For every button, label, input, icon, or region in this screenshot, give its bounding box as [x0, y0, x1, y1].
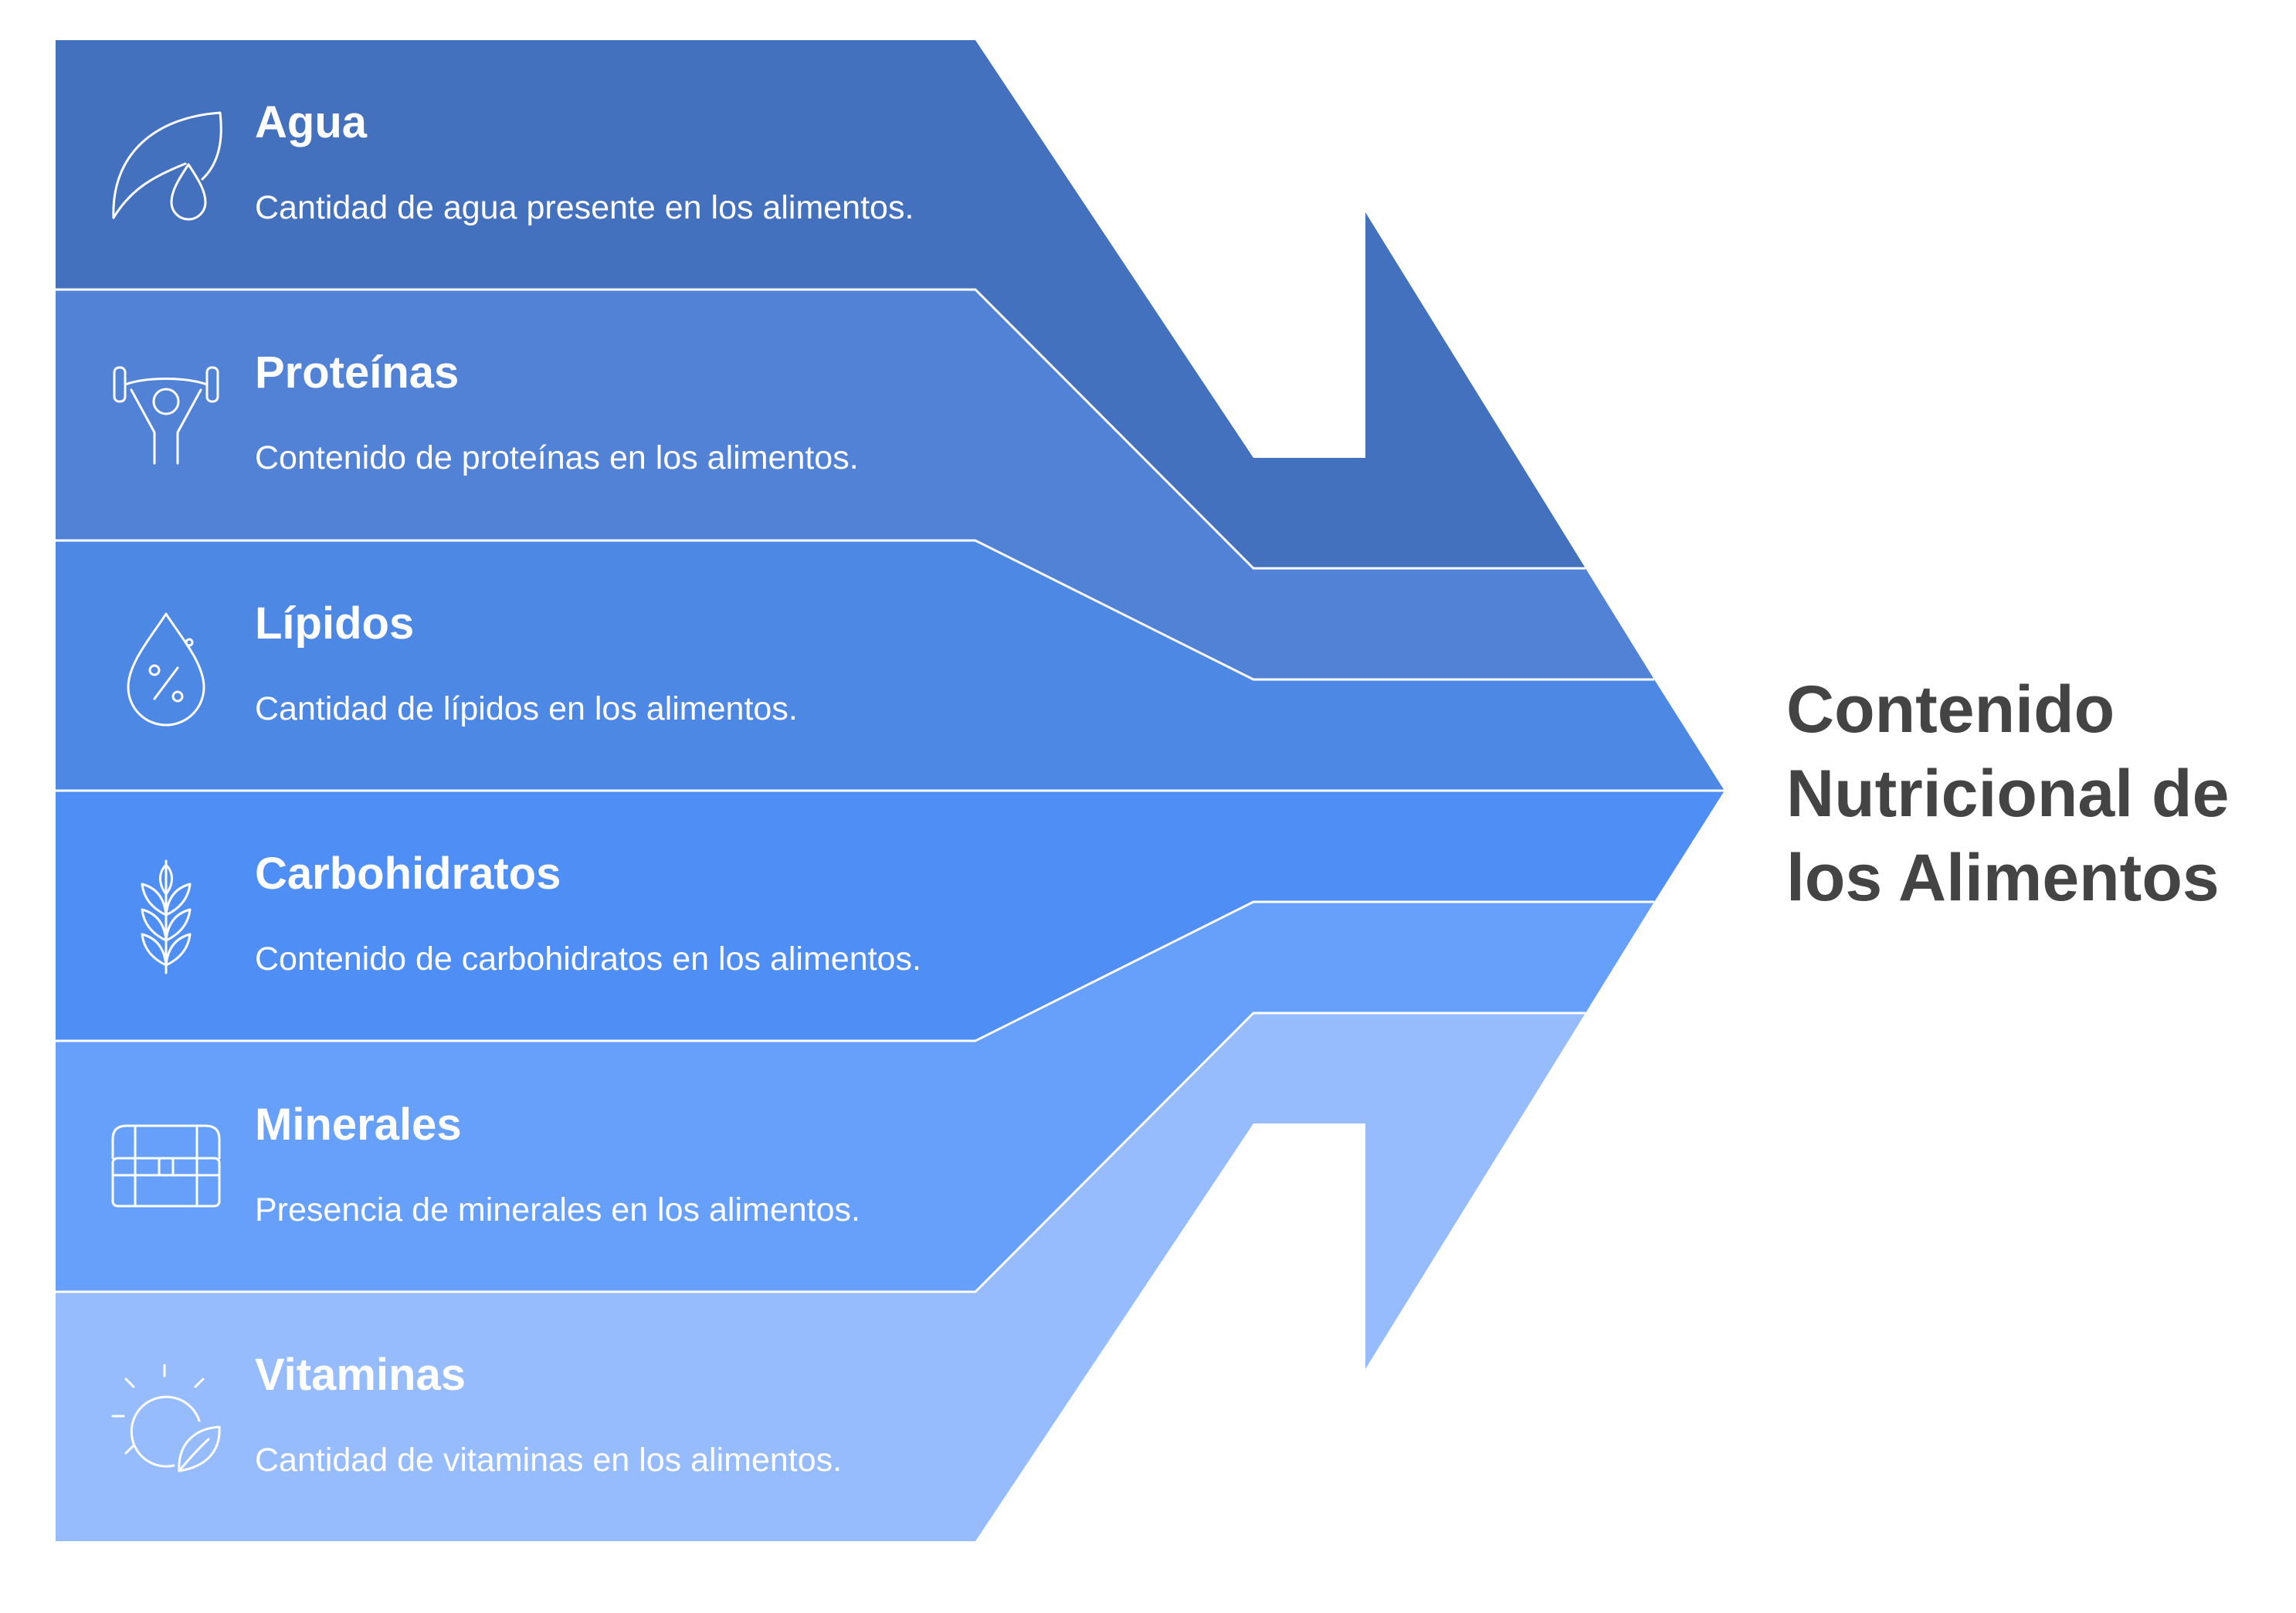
band-vitaminas — [56, 1013, 1585, 1541]
item-description: Contenido de proteínas en los alimentos. — [255, 439, 859, 476]
wheat-icon — [141, 859, 192, 974]
treasure-chest-icon — [111, 1124, 221, 1208]
leaf-drop-icon — [112, 111, 222, 221]
item-label: Lípidos — [255, 598, 414, 649]
band-agua — [56, 40, 1585, 568]
item-label: Carbohidratos — [255, 849, 561, 899]
item-vitaminas: Vitaminas Cantidad de vitaminas en los a… — [255, 1350, 842, 1479]
weightlifter-icon — [113, 366, 219, 465]
item-label: Minerales — [255, 1100, 462, 1150]
item-label: Proteínas — [255, 347, 459, 398]
title-line-3: los Alimentos — [1786, 841, 2220, 915]
item-minerales: Minerales Presencia de minerales en los … — [255, 1100, 860, 1228]
percent-drop-icon — [127, 612, 205, 727]
item-description: Presencia de minerales en los alimentos. — [255, 1191, 860, 1228]
sun-leaf-icon — [111, 1364, 221, 1472]
title-line-1: Contenido — [1786, 673, 2115, 747]
item-description: Cantidad de agua presente en los aliment… — [255, 189, 914, 226]
item-label: Agua — [255, 97, 368, 147]
item-description: Cantidad de vitaminas en los alimentos. — [255, 1442, 842, 1479]
item-lipidos: Lípidos Cantidad de lípidos en los alime… — [255, 598, 798, 727]
item-proteinas: Proteínas Contenido de proteínas en los … — [255, 347, 859, 476]
band-carbohidratos — [56, 791, 1725, 1041]
item-label: Vitaminas — [255, 1350, 466, 1400]
band-minerales — [56, 902, 1654, 1292]
item-description: Contenido de carbohidratos en los alimen… — [255, 940, 921, 978]
band-separators — [56, 288, 1725, 1293]
band-lipidos — [56, 540, 1725, 791]
title-line-2: Nutricional de — [1786, 757, 2229, 831]
band-proteinas — [56, 290, 1654, 679]
item-carbohidratos: Carbohidratos Contenido de carbohidratos… — [255, 849, 921, 978]
diagram-title: Contenido Nutricional de los Alimentos — [1786, 673, 2229, 915]
item-agua: Agua Cantidad de agua presente en los al… — [255, 97, 914, 226]
item-description: Cantidad de lípidos en los alimentos. — [255, 690, 798, 727]
